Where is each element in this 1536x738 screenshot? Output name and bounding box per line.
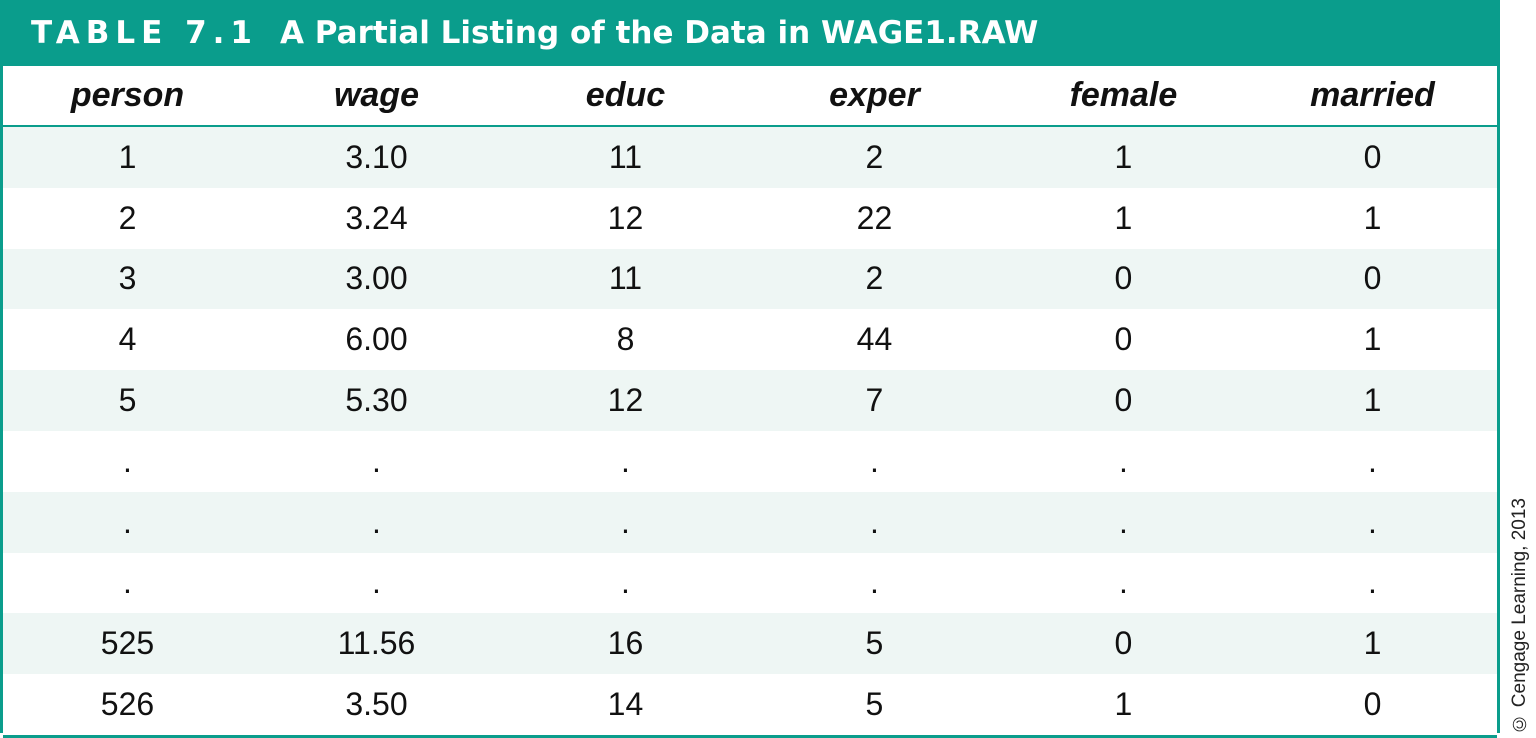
column-header-exper: exper	[749, 66, 999, 127]
table-cell-educ: 12	[500, 187, 750, 249]
table-cell-person: 5	[3, 370, 252, 431]
table-cell-educ: 8	[500, 309, 750, 371]
table-row: 3 3.00 11 2 0 0	[3, 248, 1497, 310]
table-cell-person: 2	[3, 187, 252, 249]
table-cell-educ: 14	[500, 674, 750, 738]
table-cell-exper: 2	[749, 248, 999, 310]
table-row: 525 11.56 16 5 0 1	[3, 613, 1497, 675]
table-cell-female: 0	[998, 248, 1248, 310]
table-cell-exper: 44	[749, 309, 999, 371]
table-cell-educ: 12	[500, 370, 750, 431]
column-header-married: married	[1247, 66, 1497, 127]
table-cell-female: 0	[998, 309, 1248, 371]
table-cell-educ: .	[500, 491, 750, 553]
table-cell-exper: 2	[749, 126, 999, 188]
table-cell-female: 0	[998, 613, 1248, 675]
table-cell-educ: .	[500, 552, 750, 614]
table-cell-married: .	[1247, 491, 1497, 553]
table-cell-person: .	[3, 491, 252, 553]
table-cell-married: 0	[1247, 674, 1497, 738]
table-cell-person: 3	[3, 248, 252, 310]
table-cell-educ: 11	[500, 126, 750, 188]
table-cell-female: 1	[998, 674, 1248, 738]
table-cell-exper: .	[749, 430, 999, 492]
table-cell-educ: 11	[500, 248, 750, 310]
table-body: 1 3.10 11 2 1 0 2 3.24 12 22 1 1 3 3.00 11 2 0 0 4 6.00 8 44 0…	[3, 126, 1497, 738]
table-cell-married: .	[1247, 430, 1497, 492]
table-cell-female: 1	[998, 126, 1248, 188]
column-header-person: person	[3, 66, 252, 127]
credit-text: © Cengage Learning, 2013	[1509, 497, 1530, 733]
table-cell-wage: 5.30	[251, 370, 501, 431]
table-cell-person: .	[3, 430, 252, 492]
table-number: TABLE 7.1	[31, 15, 258, 51]
table-cell-married: 1	[1247, 187, 1497, 249]
table-cell-wage: .	[251, 491, 501, 553]
table-cell-married: 0	[1247, 126, 1497, 188]
table-cell-female: .	[998, 430, 1248, 492]
table-cell-married: 1	[1247, 370, 1497, 431]
header-row: person wage educ exper female married	[3, 66, 1497, 127]
table-cell-female: .	[998, 491, 1248, 553]
table-cell-wage: 3.50	[251, 674, 501, 738]
table-cell-exper: 5	[749, 613, 999, 675]
column-header-female: female	[998, 66, 1248, 127]
table-cell-person: .	[3, 552, 252, 614]
table-cell-wage: 6.00	[251, 309, 501, 371]
table-cell-wage: .	[251, 552, 501, 614]
table-frame: TABLE 7.1 A Partial Listing of the Data …	[0, 0, 1500, 738]
table-cell-exper: 5	[749, 674, 999, 738]
table-cell-married: 1	[1247, 613, 1497, 675]
table-cell-exper: 22	[749, 187, 999, 249]
table-row: 1 3.10 11 2 1 0	[3, 126, 1497, 188]
table-cell-exper: .	[749, 491, 999, 553]
table-cell-person: 525	[3, 613, 252, 675]
table-cell-educ: 16	[500, 613, 750, 675]
table-cell-wage: 3.10	[251, 126, 501, 188]
table-row: 2 3.24 12 22 1 1	[3, 187, 1497, 249]
table-cell-person: 526	[3, 674, 252, 738]
table-row: ......	[3, 430, 1497, 492]
table-cell-person: 4	[3, 309, 252, 371]
column-header-educ: educ	[500, 66, 750, 127]
table-row: ......	[3, 552, 1497, 614]
column-header-wage: wage	[251, 66, 501, 127]
table-cell-educ: .	[500, 430, 750, 492]
table-row: 526 3.50 14 5 1 0	[3, 674, 1497, 738]
table-cell-female: 1	[998, 187, 1248, 249]
table-title-bar: TABLE 7.1 A Partial Listing of the Data …	[3, 0, 1497, 66]
table-cell-wage: 3.00	[251, 248, 501, 310]
table-cell-exper: .	[749, 552, 999, 614]
table-cell-wage: 11.56	[251, 613, 501, 675]
table-caption: A Partial Listing of the Data in WAGE1.R…	[280, 15, 1039, 51]
table-cell-married: .	[1247, 552, 1497, 614]
table-row: 5 5.30 12 7 0 1	[3, 370, 1497, 431]
table-cell-married: 1	[1247, 309, 1497, 371]
table-cell-female: 0	[998, 370, 1248, 431]
table-cell-female: .	[998, 552, 1248, 614]
table-row: ......	[3, 491, 1497, 553]
table-cell-wage: 3.24	[251, 187, 501, 249]
table-cell-person: 1	[3, 126, 252, 188]
table-cell-wage: .	[251, 430, 501, 492]
table-cell-exper: 7	[749, 370, 999, 431]
table-header: person wage educ exper female married	[3, 66, 1497, 127]
table-cell-married: 0	[1247, 248, 1497, 310]
copyright-credit: © Cengage Learning, 2013	[1500, 0, 1536, 733]
table-row: 4 6.00 8 44 0 1	[3, 309, 1497, 371]
